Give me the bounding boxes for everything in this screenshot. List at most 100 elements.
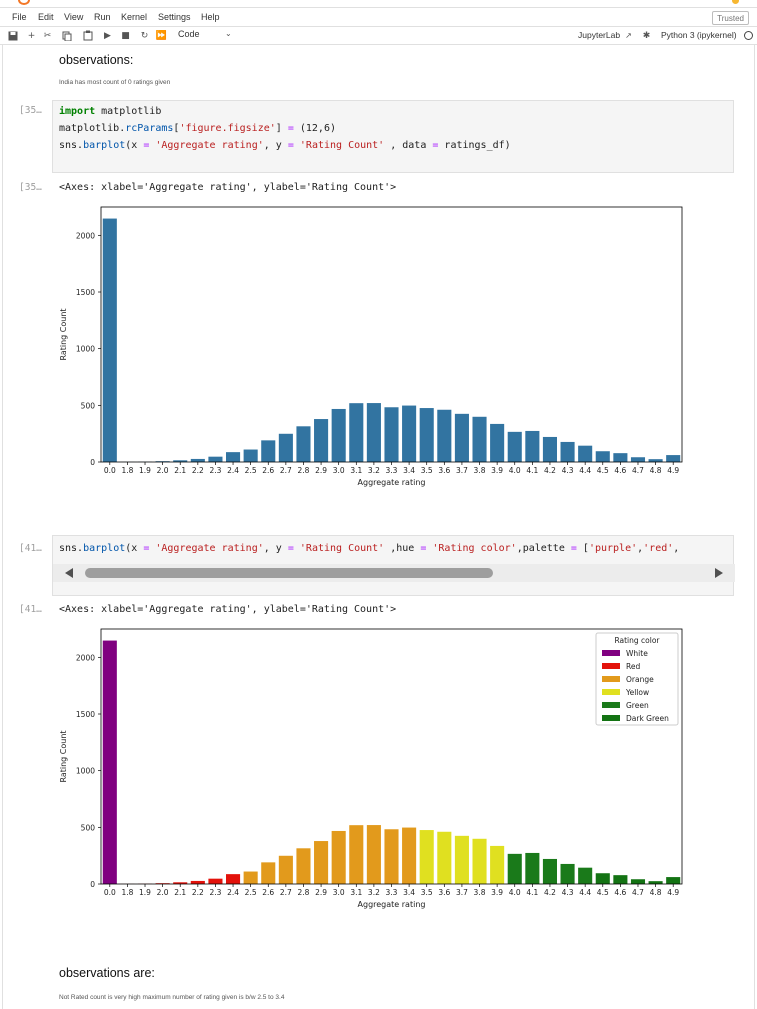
bar-4.7: [630, 879, 646, 884]
x-tick-label: 4.6: [614, 888, 626, 897]
bar-4.9: [666, 877, 681, 884]
code-editor[interactable]: import matplotlib matplotlib.rcParams['f…: [52, 100, 734, 173]
bar-4.8: [648, 881, 663, 884]
legend-swatch: [602, 650, 620, 656]
cell-type-select[interactable]: Code: [178, 29, 200, 39]
markdown-heading: observations are:: [59, 966, 155, 980]
bar-2.3: [208, 456, 223, 462]
x-tick-label: 4.8: [650, 466, 662, 475]
bar-4.5: [595, 451, 610, 462]
bar-3.1: [349, 403, 364, 462]
x-tick-label: 3.3: [386, 466, 398, 475]
x-tick-label: 1.9: [139, 888, 151, 897]
bar-chart-aggregate-rating-by-color: 0.0 1.8 1.9 2.0 2.1 2.2 2.3 2.4 2.5 2.6 2.7 2.8 2.9 3…: [59, 628, 683, 909]
notification-dot-icon: [732, 0, 739, 4]
menu-run[interactable]: Run: [94, 12, 111, 22]
x-axis-label: Aggregate rating: [358, 478, 426, 487]
bar-3.3: [384, 407, 399, 462]
markdown-heading: observations:: [59, 53, 134, 67]
x-tick-label: 3.7: [456, 888, 468, 897]
bar-3.2: [366, 825, 381, 884]
x-tick-label: 2.3: [209, 888, 221, 897]
x-tick-label: 1.9: [139, 466, 151, 475]
bar-3.8: [472, 416, 487, 462]
run-icon[interactable]: ▶: [104, 30, 111, 41]
x-tick-label: 2.1: [174, 888, 186, 897]
legend-entry: White: [626, 649, 648, 658]
legend-swatch: [602, 676, 620, 682]
menu-file[interactable]: File: [12, 12, 27, 22]
kernel-name[interactable]: Python 3 (ipykernel): [661, 30, 737, 40]
add-cell-icon[interactable]: +: [27, 30, 36, 41]
notebook-panel: observations: India has most count of 0 …: [0, 45, 757, 1009]
code-editor[interactable]: sns.barplot(x = 'Aggregate rating', y = …: [52, 535, 735, 596]
bar-2.5: [243, 871, 258, 884]
chevron-down-icon[interactable]: ⌄: [225, 29, 232, 38]
trusted-badge[interactable]: Trusted: [712, 11, 749, 25]
x-tick-label: 3.1: [350, 466, 362, 475]
menu-edit[interactable]: Edit: [38, 12, 54, 22]
menu-settings[interactable]: Settings: [158, 12, 191, 22]
debugger-bug-icon[interactable]: ✱: [642, 30, 651, 41]
code-line: matplotlib.rcParams['figure.figsize'] = …: [59, 123, 336, 134]
x-tick-label: 1.8: [121, 888, 133, 897]
menu-kernel[interactable]: Kernel: [121, 12, 148, 22]
x-tick-label: 1.8: [121, 466, 133, 475]
horizontal-scrollbar[interactable]: [53, 564, 735, 582]
x-tick-label: 2.3: [209, 466, 221, 475]
legend-title: Rating color: [614, 636, 660, 645]
bar-3.1: [349, 825, 364, 884]
y-tick-label: 1500: [76, 288, 95, 297]
bar-4.6: [613, 453, 628, 462]
stop-icon[interactable]: ■: [121, 30, 130, 41]
x-tick-label: 4.4: [579, 466, 591, 475]
legend-entry: Red: [626, 662, 640, 671]
legend-entry: Dark Green: [626, 714, 669, 723]
x-tick-label: 3.9: [491, 888, 503, 897]
external-link-icon[interactable]: ↗: [625, 31, 632, 40]
x-tick-label: 3.7: [456, 466, 468, 475]
bar-4.1: [525, 852, 540, 884]
y-tick-label: 2000: [76, 653, 95, 662]
y-tick-label: 2000: [76, 231, 95, 240]
x-tick-label: 4.5: [597, 888, 609, 897]
x-axis-label: Aggregate rating: [358, 900, 426, 909]
y-axis-label: Rating Count: [59, 730, 68, 782]
bar-3.5: [419, 408, 434, 462]
y-tick-label: 0: [90, 458, 95, 467]
bar-2.7: [278, 855, 293, 884]
cut-icon[interactable]: ✂: [43, 30, 52, 41]
bar-4.5: [595, 873, 610, 884]
save-icon[interactable]: [6, 29, 19, 42]
scroll-left-arrow-icon[interactable]: [65, 568, 73, 578]
bar-2.9: [314, 841, 329, 884]
copy-icon[interactable]: [60, 29, 73, 42]
bar-3.2: [366, 403, 381, 462]
paste-icon[interactable]: [81, 29, 94, 42]
x-tick-label: 3.1: [350, 888, 362, 897]
restart-icon[interactable]: ↻: [140, 30, 149, 41]
bar-4.2: [542, 858, 557, 884]
bar-2.4: [226, 452, 241, 462]
scrollbar-thumb[interactable]: [85, 568, 493, 578]
bar-2.2: [190, 458, 205, 462]
notebook-border: [754, 45, 755, 1009]
jupyter-logo-icon: [18, 0, 30, 5]
bar-3.6: [437, 831, 452, 884]
x-tick-label: 2.8: [298, 888, 310, 897]
bar-4.4: [578, 445, 593, 462]
bar-4.2: [542, 436, 557, 462]
scroll-right-arrow-icon[interactable]: [715, 568, 723, 578]
x-tick-label: 2.9: [315, 888, 327, 897]
x-tick-label: 3.5: [421, 888, 433, 897]
jupyterlab-link[interactable]: JupyterLab: [578, 30, 621, 40]
output-prompt: [35…: [19, 182, 42, 193]
menu-view[interactable]: View: [64, 12, 84, 22]
x-tick-label: 4.0: [509, 888, 521, 897]
x-tick-label: 4.0: [509, 466, 521, 475]
x-tick-label: 2.1: [174, 466, 186, 475]
x-tick-label: 4.6: [614, 466, 626, 475]
fast-forward-icon[interactable]: ⏩: [155, 30, 168, 41]
legend-swatch: [602, 702, 620, 708]
menu-help[interactable]: Help: [201, 12, 220, 22]
